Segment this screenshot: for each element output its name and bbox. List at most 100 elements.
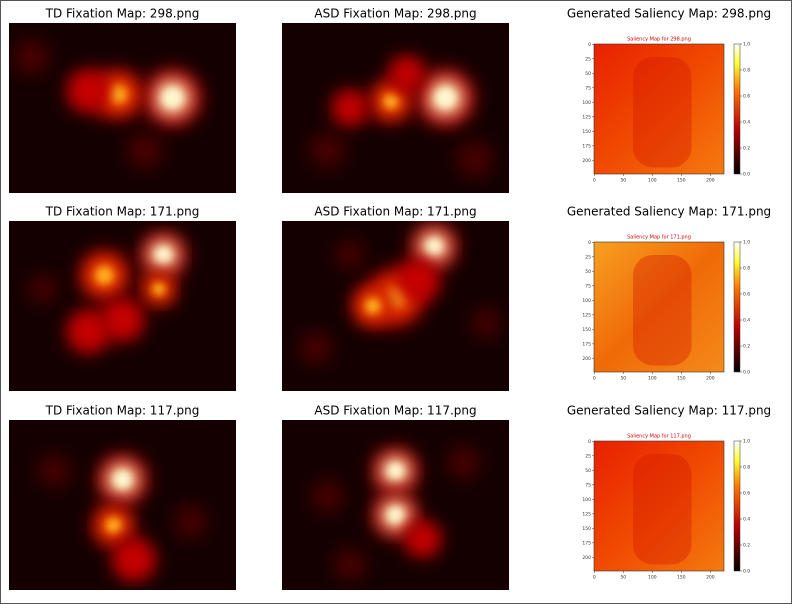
y-tick-label: 75 (585, 85, 591, 91)
colorbar-label: 0.6 (743, 292, 750, 298)
y-tick-label: 50 (585, 468, 591, 474)
saliency-image (594, 44, 724, 174)
y-tick-label: 150 (582, 129, 591, 135)
y-tick-label: 100 (582, 100, 591, 106)
x-tick-label: 100 (648, 178, 657, 184)
y-tick-label: 50 (585, 269, 591, 275)
y-tick-label: 200 (582, 158, 591, 164)
blob (152, 283, 165, 295)
x-tick-label: 100 (648, 575, 657, 581)
saliency-image (594, 242, 724, 372)
blob (95, 267, 113, 284)
heatmap (28, 231, 187, 354)
x-tick-label: 150 (677, 178, 686, 184)
blob (109, 86, 127, 103)
heatmap (13, 39, 202, 169)
y-tick-label: 175 (582, 341, 591, 347)
panel-title: TD Fixation Map: 117.png (45, 404, 200, 418)
blob (106, 518, 121, 533)
y-tick-label: 175 (582, 143, 591, 149)
colorbar-label: 0.2 (743, 344, 750, 350)
blob (162, 88, 183, 108)
blob (335, 240, 365, 270)
blob (435, 88, 456, 108)
y-tick-label: 125 (582, 511, 591, 517)
blob (38, 454, 71, 488)
y-tick-label: 125 (582, 114, 591, 120)
panel-title: Generated Saliency Map: 117.png (567, 404, 771, 418)
y-tick-label: 125 (582, 312, 591, 318)
blob (426, 238, 442, 255)
inner-title: Saliency Map for 117.png (627, 434, 691, 440)
blob (75, 77, 102, 105)
blob (13, 39, 50, 75)
y-tick-label: 25 (585, 254, 591, 260)
blob (114, 471, 131, 488)
blob (127, 132, 164, 169)
x-tick-label: 200 (706, 178, 715, 184)
y-tick-label: 25 (585, 56, 591, 62)
blob (109, 306, 136, 333)
colorbar-label: 0.0 (743, 370, 750, 376)
x-tick-label: 0 (593, 376, 596, 382)
y-tick-label: 175 (582, 540, 591, 546)
heatmap (309, 56, 493, 177)
colorbar-label: 0.8 (743, 465, 750, 471)
colorbar (733, 241, 741, 373)
image-border (593, 43, 725, 175)
blob (28, 274, 58, 304)
y-tick-label: 0 (588, 240, 591, 246)
panel-title: ASD Fixation Map: 171.png (314, 205, 476, 219)
blob (387, 463, 404, 479)
saliency-shade (633, 57, 692, 168)
x-tick-label: 100 (648, 376, 657, 382)
colorbar-label: 0.0 (743, 569, 750, 575)
x-tick-label: 200 (706, 575, 715, 581)
y-tick-label: 25 (585, 453, 591, 459)
blob (339, 97, 362, 119)
y-tick-label: 200 (582, 356, 591, 362)
colorbar-label: 0.0 (743, 172, 750, 178)
blob (365, 298, 380, 314)
panel-title: Generated Saliency Map: 171.png (567, 205, 771, 219)
inner-title: Saliency Map for 171.png (627, 235, 691, 241)
saliency-shade (633, 255, 692, 366)
heatmap (38, 454, 207, 582)
colorbar-label: 0.4 (743, 120, 750, 126)
colorbar-label: 0.8 (743, 266, 750, 272)
blob (395, 63, 418, 85)
y-tick-label: 75 (585, 482, 591, 488)
panel-title: Generated Saliency Map: 298.png (567, 7, 771, 21)
x-tick-label: 150 (677, 376, 686, 382)
y-tick-label: 50 (585, 71, 591, 77)
colorbar-label: 0.2 (743, 146, 750, 152)
colorbar (733, 440, 741, 572)
colorbar (733, 43, 741, 175)
heatmap (311, 446, 480, 581)
blob (387, 507, 404, 523)
panel-title: TD Fixation Map: 171.png (45, 205, 200, 219)
colorbar-label: 1.0 (743, 42, 750, 48)
blob (155, 247, 172, 263)
y-tick-label: 0 (588, 42, 591, 48)
y-tick-label: 75 (585, 283, 591, 289)
blob (311, 480, 344, 513)
y-tick-label: 100 (582, 497, 591, 503)
blob (174, 505, 207, 539)
blob (405, 267, 432, 294)
colorbar-label: 0.2 (743, 543, 750, 549)
colorbar-label: 0.8 (743, 68, 750, 74)
colorbar-label: 1.0 (743, 439, 750, 445)
x-tick-label: 0 (593, 575, 596, 581)
blob (309, 132, 346, 169)
colorbar-label: 0.4 (743, 318, 750, 324)
blob (333, 548, 367, 581)
colorbar-label: 1.0 (743, 240, 750, 246)
colorbar-label: 0.6 (743, 94, 750, 100)
y-tick-label: 0 (588, 439, 591, 445)
x-tick-label: 50 (620, 575, 626, 581)
panel-title: ASD Fixation Map: 117.png (314, 404, 476, 418)
y-tick-label: 100 (582, 298, 591, 304)
x-tick-label: 200 (706, 376, 715, 382)
